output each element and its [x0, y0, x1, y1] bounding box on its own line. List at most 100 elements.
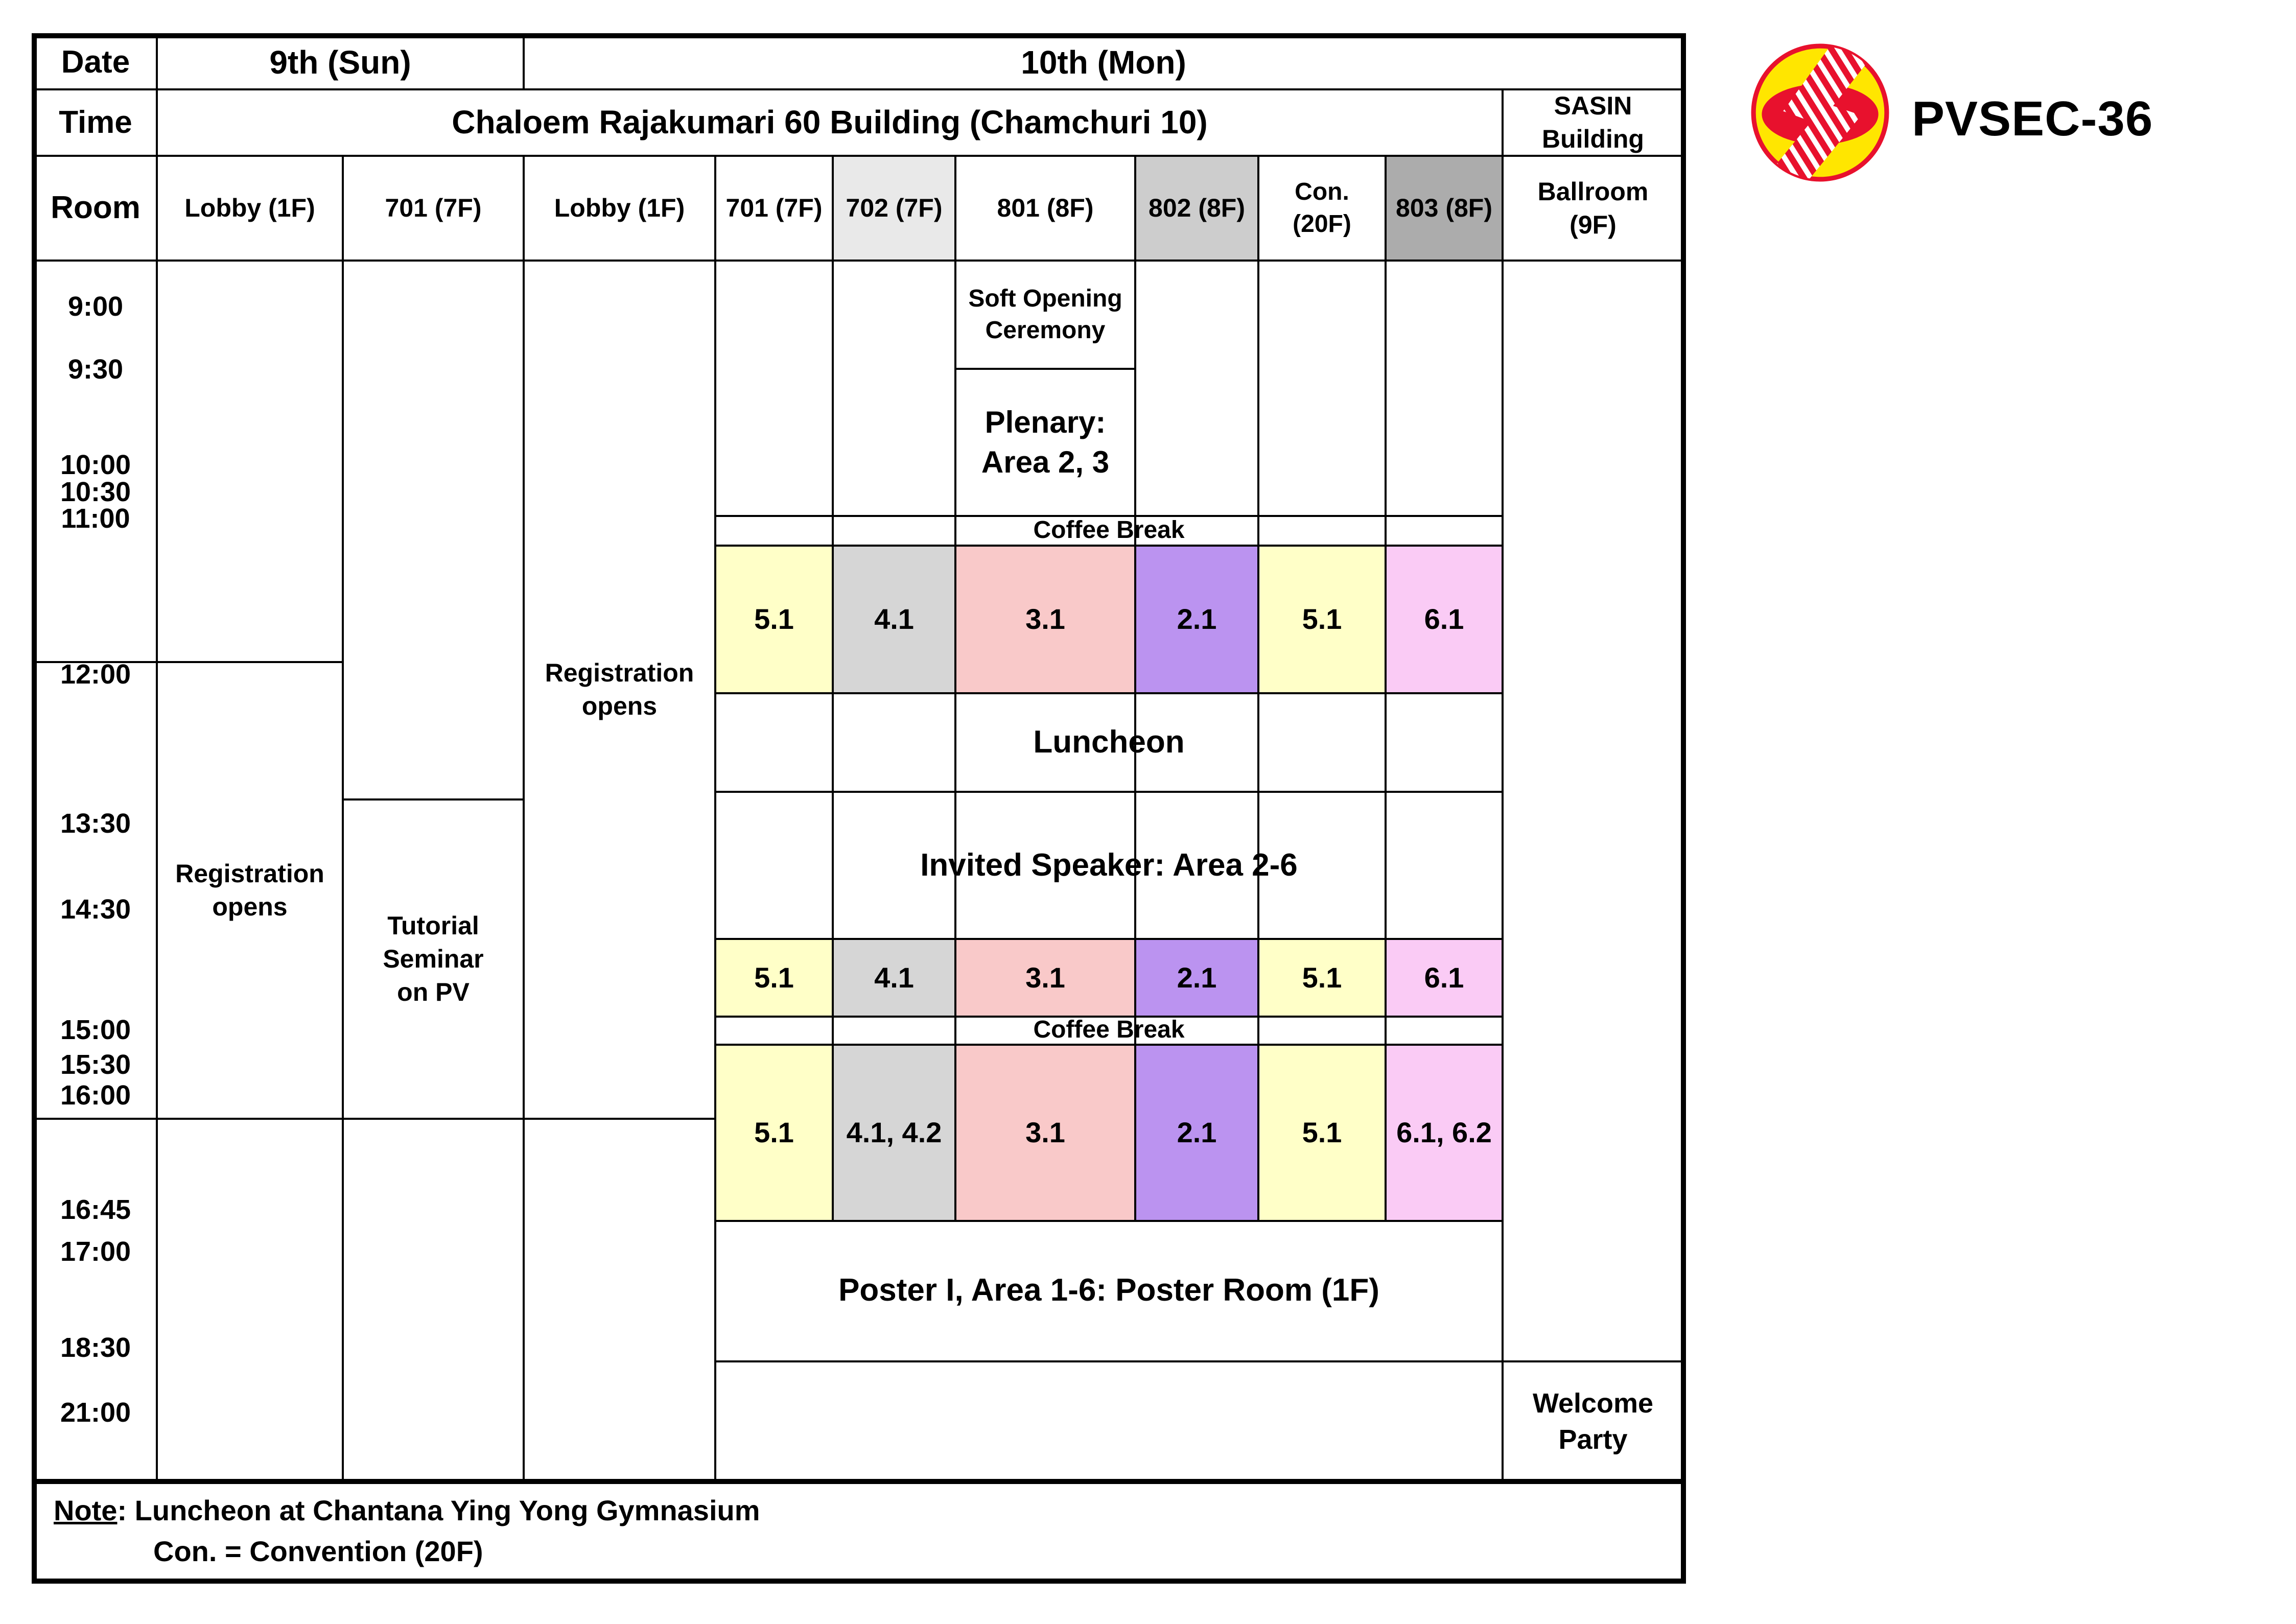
row-line-time-bottom: [34, 155, 1683, 157]
room-header-ballroom: Ballroom (9F): [1537, 177, 1649, 239]
line-coffee2-bottom: [715, 1044, 1503, 1046]
time-label-0930: 9:30: [67, 354, 124, 385]
event-luncheon: Luncheon: [1033, 724, 1185, 760]
session1-801: 3.1: [1025, 603, 1065, 636]
date-row-label: Date: [61, 44, 130, 80]
col-line-day-split: [523, 36, 525, 89]
line-invited-bottom: [715, 938, 1503, 940]
pvsec-wordmark: PVSEC-36: [1912, 91, 2153, 146]
session3-bg-801: [955, 1045, 1135, 1221]
time-label-2100: 21:00: [60, 1397, 131, 1428]
room-header-702: 702 (7F): [846, 194, 943, 222]
session1-803: 6.1: [1424, 603, 1464, 636]
date-9th-sun: 9th (Sun): [269, 43, 411, 81]
session1-702: 4.1: [874, 603, 914, 636]
session2-803: 6.1: [1424, 961, 1464, 994]
time-label-1500: 15:00: [60, 1014, 131, 1045]
time-label-1030: 10:30: [60, 476, 131, 507]
note-label: Note: [54, 1494, 118, 1527]
event-poster: Poster I, Area 1-6: Poster Room (1F): [838, 1273, 1379, 1308]
line-coffee1-bottom: [715, 545, 1503, 547]
time-label-1100: 11:00: [61, 503, 130, 534]
session3-802: 2.1: [1177, 1116, 1217, 1149]
session3-bg-701: [715, 1045, 833, 1221]
col-line-701b-702: [832, 155, 834, 1221]
pvsec-logo: [1750, 42, 1890, 183]
session2-con: 5.1: [1302, 961, 1342, 994]
session3-bg-802: [1135, 1045, 1258, 1221]
building-sasin-title: SASIN Building: [1542, 91, 1644, 153]
line-luncheon-bottom: [715, 791, 1503, 793]
table-bottom-border: [32, 1479, 1686, 1484]
session1-bg-701: [715, 546, 833, 693]
session3-702: 4.1, 4.2: [846, 1116, 942, 1149]
pvsec-logo-graphic: [1751, 43, 1889, 182]
session1-bg-803: [1386, 546, 1503, 693]
session1-bg-801: [955, 546, 1135, 693]
event-invited-speaker: Invited Speaker: Area 2-6: [920, 847, 1298, 883]
room-header-701-mon: 701 (7F): [725, 194, 823, 222]
building-main-title: Chaloem Rajakumari 60 Building (Chamchur…: [452, 104, 1208, 141]
session2-801: 3.1: [1025, 961, 1065, 994]
session3-803: 6.1, 6.2: [1396, 1116, 1492, 1149]
col-line-701a-lobby2: [523, 155, 525, 1481]
session2-bg-803: [1386, 939, 1503, 1017]
time-label-1330: 13:30: [60, 808, 131, 839]
session2-bg-802: [1135, 939, 1258, 1017]
time-label-1430: 14:30: [60, 893, 131, 925]
room-header-803: 803 (8F): [1396, 194, 1492, 222]
line-session1-bottom: [715, 692, 1503, 694]
session1-701: 5.1: [754, 603, 794, 636]
col-line-time: [156, 36, 158, 1481]
col-line-702-801: [954, 155, 956, 1221]
session1-con: 5.1: [1302, 603, 1342, 636]
session2-702: 4.1: [874, 961, 914, 994]
line-1200-left: [34, 661, 343, 663]
time-label-1200: 12:00: [60, 658, 131, 690]
line-coffee1-top: [715, 515, 1503, 517]
room-header-lobby-sun: Lobby (1F): [184, 194, 315, 222]
time-label-0900: 9:00: [67, 291, 124, 322]
time-label-1700: 17:00: [60, 1236, 131, 1267]
time-label-1000: 10:00: [60, 449, 131, 480]
event-tutorial-seminar-text: Tutorial Seminar on PV: [383, 911, 484, 1006]
event-registration-sun: Registration opens: [175, 859, 324, 921]
session2-bg-702: [833, 939, 955, 1017]
room-header-bg-802: [1135, 156, 1258, 261]
room-header-802: 802 (8F): [1149, 194, 1245, 222]
time-label-1530: 15:30: [60, 1049, 131, 1080]
col-line-801-802: [1134, 155, 1136, 1221]
event-coffee-break-2: Coffee Break: [1033, 1016, 1185, 1044]
line-session3-bottom: [715, 1220, 1503, 1222]
session1-802: 2.1: [1177, 603, 1217, 636]
session3-801: 3.1: [1025, 1116, 1065, 1149]
time-label-1600: 16:00: [60, 1079, 131, 1111]
table-outer-border: [32, 33, 1686, 1584]
col-line-802-con: [1257, 155, 1259, 1221]
room-header-701-sun: 701 (7F): [385, 194, 482, 222]
event-welcome-party: Welcome Party: [1532, 1388, 1654, 1455]
date-10th-mon: 10th (Mon): [1021, 43, 1186, 81]
room-row-label: Room: [51, 190, 140, 226]
room-header-con: Con. (20F): [1293, 178, 1351, 238]
line-tutorial-top: [343, 798, 524, 801]
row-line-date-bottom: [34, 88, 1683, 90]
session3-bg-702: [833, 1045, 955, 1221]
event-coffee-break-1: Coffee Break: [1033, 516, 1185, 544]
room-header-801: 801 (8F): [997, 194, 1094, 222]
event-plenary: Plenary: Area 2, 3: [981, 405, 1110, 479]
row-line-room-bottom: [34, 260, 1683, 262]
room-header-bg-803: [1386, 156, 1503, 261]
session3-701: 5.1: [754, 1116, 794, 1149]
session2-701: 5.1: [754, 961, 794, 994]
event-soft-opening: Soft Opening Ceremony: [968, 285, 1122, 344]
session2-bg-701: [715, 939, 833, 1017]
session2-bg-con: [1258, 939, 1386, 1017]
col-line-lobby1-701a: [342, 155, 344, 1481]
time-label-1830: 18:30: [60, 1332, 131, 1363]
line-1600-left: [34, 1118, 715, 1120]
note-line-1: Note : Luncheon at Chantana Ying Yong Gy…: [54, 1489, 1637, 1533]
session3-bg-con: [1258, 1045, 1386, 1221]
session2-802: 2.1: [1177, 961, 1217, 994]
note-line-1-text: : Luncheon at Chantana Ying Yong Gymnasi…: [117, 1494, 760, 1527]
